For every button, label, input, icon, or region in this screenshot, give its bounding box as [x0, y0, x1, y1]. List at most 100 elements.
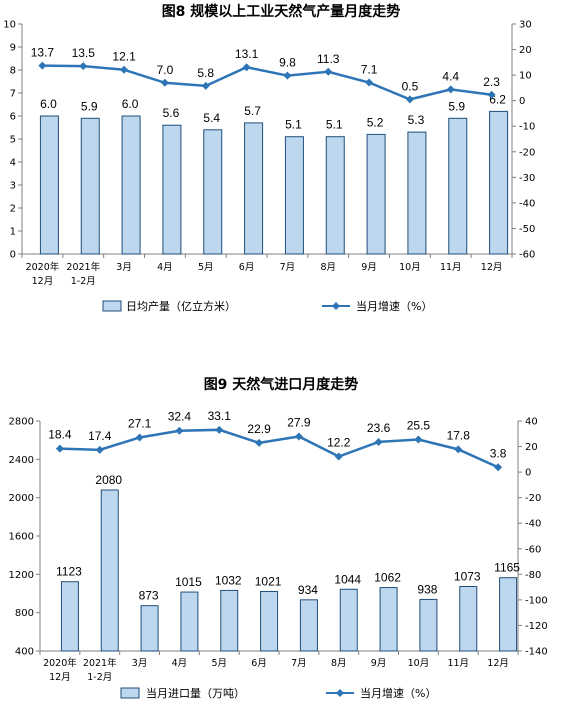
- x-tick-label: 7月: [280, 262, 296, 273]
- bar-data-label: 2080: [95, 473, 122, 487]
- line-data-label: 4.4: [442, 69, 459, 83]
- bar: [448, 117, 468, 255]
- line-point: [324, 67, 333, 76]
- right-tick-label: -140: [525, 647, 548, 658]
- line-data-label: 13.5: [72, 46, 96, 60]
- line-data-label: 27.1: [128, 416, 152, 430]
- bar-data-label: 6.0: [40, 97, 57, 111]
- left-tick-label: 400: [15, 647, 34, 658]
- bar: [299, 599, 318, 652]
- bar-series: 6.0 5.9 6.05.6 5.4 5.75.1 5.1 5.2 5.35.9 6.2: [39, 92, 509, 255]
- line-data-label: 12.1: [112, 50, 136, 64]
- line-point: [79, 62, 88, 71]
- line-data-label: 23.6: [367, 421, 391, 435]
- line-point: [374, 437, 383, 446]
- bar: [489, 110, 509, 255]
- bar: [339, 588, 358, 652]
- line-point: [242, 63, 251, 72]
- x-tick-label: 6月: [251, 658, 267, 669]
- legend-bar-swatch: [102, 300, 122, 312]
- axes: 0 1 2 3 4 5 6 7 8 9 10 -60 -50 -40 -30 -20 -10 0 10 20 30 202…: [3, 20, 535, 288]
- line-point: [283, 71, 292, 80]
- left-tick-label: 1200: [9, 570, 34, 581]
- left-tick-label: 3: [10, 181, 16, 192]
- line-point: [446, 85, 455, 94]
- bar-data-label: 938: [417, 582, 437, 596]
- x-tick-label: 4月: [172, 658, 188, 669]
- bar-data-label: 6.0: [122, 97, 139, 111]
- line-point: [494, 463, 503, 472]
- left-tick-label: 4: [10, 158, 16, 169]
- line-data-label: 17.4: [88, 429, 112, 443]
- legend-line-marker: [332, 302, 340, 310]
- line-point: [294, 432, 303, 441]
- x-tick-label: 11月: [447, 658, 469, 669]
- bar: [60, 581, 79, 652]
- bar: [379, 587, 398, 652]
- bar: [203, 129, 223, 255]
- left-tick-label: 0: [10, 250, 16, 261]
- right-tick-label: -40: [519, 198, 535, 209]
- line-point: [38, 61, 47, 70]
- bar: [180, 591, 199, 652]
- x-tick-label: 3月: [132, 658, 148, 669]
- right-tick-label: -10: [519, 122, 535, 133]
- line-data-label: 25.5: [407, 419, 431, 433]
- x-tick-label: 3月: [116, 262, 132, 273]
- bar: [39, 115, 59, 255]
- bar-data-label: 934: [298, 583, 318, 597]
- line-point: [135, 433, 144, 442]
- x-tick-label: 6月: [239, 262, 255, 273]
- bar-data-label: 5.1: [326, 118, 343, 132]
- x-tick-label-line2: 12月: [49, 672, 71, 683]
- bar-data-label: 5.3: [408, 113, 425, 127]
- chart-fig8: 图8 规模以上工业天然气产量月度走势 0 1 2 3 4 5 6 7 8 9 10 -60 -50 -40…: [3, 3, 535, 313]
- line-data-label: 33.1: [208, 409, 232, 423]
- legend-line-marker: [336, 689, 344, 697]
- line-data-label: 13.1: [235, 47, 259, 61]
- line-data-label: 17.8: [447, 428, 471, 442]
- x-tick-label: 4月: [157, 262, 173, 273]
- right-tick-label: -120: [525, 621, 548, 632]
- left-tick-label: 2800: [9, 417, 34, 428]
- chart-title: 图8 规模以上工业天然气产量月度走势: [162, 3, 401, 20]
- right-tick-label: -60: [519, 250, 535, 261]
- bar: [407, 131, 427, 255]
- left-tick-label: 9: [10, 43, 16, 54]
- bar: [419, 598, 438, 652]
- x-tick-label: 5月: [211, 658, 227, 669]
- legend-bar-swatch: [120, 687, 140, 699]
- legend-bar-label: 日均产量（亿立方米）: [126, 299, 236, 313]
- left-tick-label: 2: [10, 204, 16, 215]
- line-point: [405, 95, 414, 104]
- line-point: [160, 78, 169, 87]
- bar: [100, 489, 119, 652]
- line-point: [487, 90, 496, 99]
- legend-line-label: 当月增速（%）: [356, 299, 432, 313]
- bar-data-label: 1123: [56, 565, 82, 579]
- left-tick-label: 6: [10, 112, 16, 123]
- line-data-label: 5.8: [197, 66, 214, 80]
- line-point: [454, 445, 463, 454]
- right-tick-label: 40: [525, 417, 538, 428]
- bar-data-label: 1165: [494, 561, 520, 575]
- right-tick-label: -40: [525, 519, 541, 530]
- x-tick-label: 8月: [320, 262, 336, 273]
- bar: [244, 122, 264, 255]
- bar-data-label: 1021: [255, 574, 282, 588]
- line-series: 18.4 17.4 27.1 32.4 33.1 22.9 27.9 12.2 23.6 25.5…: [48, 409, 507, 472]
- line-point: [55, 444, 64, 453]
- line-point: [120, 65, 129, 74]
- x-tick-label: 9月: [371, 658, 387, 669]
- legend-bar-label: 当月进口量（万吨）: [146, 686, 245, 700]
- line-point: [255, 438, 264, 447]
- x-tick-label: 11月: [440, 262, 462, 273]
- left-tick-label: 5: [10, 135, 16, 146]
- line-data-label: 7.0: [157, 63, 174, 77]
- right-tick-label: 0: [519, 96, 525, 107]
- x-tick-label: 12月: [481, 262, 503, 273]
- line-data-label: 27.9: [287, 415, 311, 429]
- bar: [284, 136, 304, 255]
- bar-series: 1123 2080 873 1015 1032 1021 934 1044 1062 938 107…: [56, 473, 520, 652]
